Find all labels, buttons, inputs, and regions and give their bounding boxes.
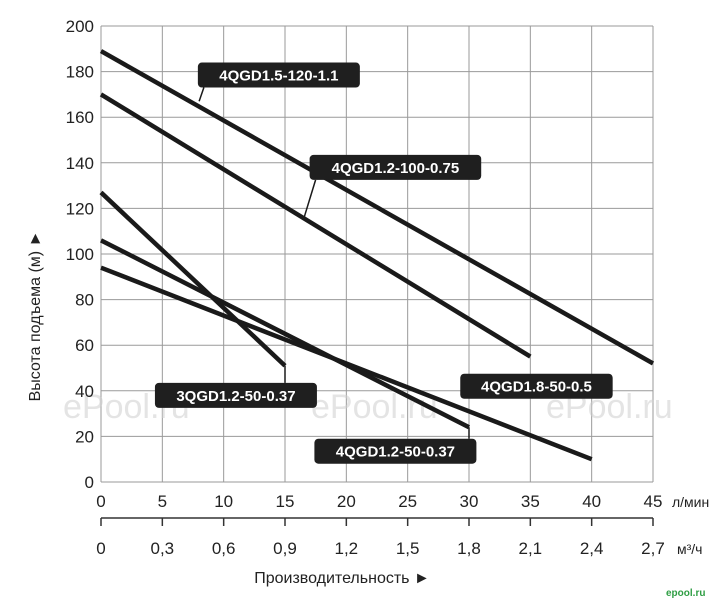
y-tick-label: 40 bbox=[75, 382, 94, 401]
x-primary-tick-label: 40 bbox=[582, 492, 601, 511]
callout-box bbox=[154, 382, 317, 408]
x-secondary-tick-label: 1,8 bbox=[457, 539, 481, 558]
y-axis-title: Высота подъема (м) ► bbox=[27, 231, 44, 402]
x-primary-tick-label: 30 bbox=[460, 492, 479, 511]
series-label: 4QGD1.8-50-0.5 bbox=[481, 379, 592, 396]
x-secondary-tick-label: 0,6 bbox=[212, 539, 236, 558]
callout-box bbox=[460, 373, 613, 399]
callout-box bbox=[197, 62, 360, 88]
x-secondary-tick-label: 0 bbox=[96, 539, 105, 558]
callout-box bbox=[309, 154, 482, 180]
series-line bbox=[99, 92, 532, 359]
x-axis-title: Производительность ► bbox=[254, 570, 430, 587]
watermark-text: ePool.ru bbox=[311, 388, 438, 426]
callout-leader bbox=[302, 179, 317, 221]
x-secondary-tick-label: 2,4 bbox=[580, 539, 604, 558]
callout-leader bbox=[198, 87, 205, 102]
y-tick-label: 200 bbox=[66, 17, 94, 36]
logo-text: epool.ru bbox=[666, 588, 705, 599]
x-axis-primary-ticks: 0 5 10 15 20 25 30 35 40 45 bbox=[96, 492, 662, 511]
y-tick-label: 160 bbox=[66, 108, 94, 127]
x-primary-unit-label: л/мин bbox=[672, 494, 709, 510]
x-secondary-tick-label: 0,3 bbox=[151, 539, 175, 558]
series-line bbox=[99, 238, 471, 430]
x-primary-tick-label: 45 bbox=[644, 492, 663, 511]
series-line bbox=[99, 49, 655, 366]
x-primary-tick-label: 5 bbox=[158, 492, 167, 511]
series-line bbox=[99, 190, 287, 368]
x-axis-secondary-ticks: 0 0,3 0,6 0,9 1,2 1,5 1,8 2,1 2,4 2,7 bbox=[96, 517, 665, 558]
y-tick-label: 80 bbox=[75, 291, 94, 310]
x-primary-tick-label: 10 bbox=[214, 492, 233, 511]
y-tick-label: 100 bbox=[66, 245, 94, 264]
y-tick-label: 140 bbox=[66, 154, 94, 173]
series-lines bbox=[99, 49, 655, 462]
x-primary-tick-label: 15 bbox=[276, 492, 295, 511]
callouts: 4QGD1.5-120-1.1 4QGD1.2-100-0.75 3QGD1.2-5… bbox=[154, 62, 613, 464]
x-primary-tick-label: 35 bbox=[521, 492, 540, 511]
series-label: 4QGD1.5-120-1.1 bbox=[219, 68, 338, 85]
y-tick-label: 180 bbox=[66, 63, 94, 82]
y-tick-label: 20 bbox=[75, 427, 94, 446]
y-tick-label: 120 bbox=[66, 199, 94, 218]
x-primary-tick-label: 25 bbox=[398, 492, 417, 511]
callout-box bbox=[314, 438, 477, 464]
y-tick-label: 0 bbox=[85, 473, 94, 492]
x-secondary-tick-label: 1,5 bbox=[396, 539, 420, 558]
y-tick-label: 60 bbox=[75, 336, 94, 355]
x-primary-tick-label: 0 bbox=[96, 492, 105, 511]
series-label: 4QGD1.2-50-0.37 bbox=[336, 444, 455, 461]
y-axis-ticks: 0 20 40 60 80 100 120 140 160 180 200 bbox=[66, 17, 94, 492]
x-primary-tick-label: 20 bbox=[337, 492, 356, 511]
x-secondary-tick-label: 1,2 bbox=[335, 539, 359, 558]
series-label: 3QGD1.2-50-0.37 bbox=[176, 388, 295, 405]
x-secondary-tick-label: 2,7 bbox=[641, 539, 665, 558]
x-secondary-tick-label: 0,9 bbox=[273, 539, 297, 558]
series-label: 4QGD1.2-100-0.75 bbox=[332, 160, 460, 177]
x-secondary-tick-label: 2,1 bbox=[519, 539, 543, 558]
x-secondary-unit-label: м³/ч bbox=[677, 541, 702, 557]
